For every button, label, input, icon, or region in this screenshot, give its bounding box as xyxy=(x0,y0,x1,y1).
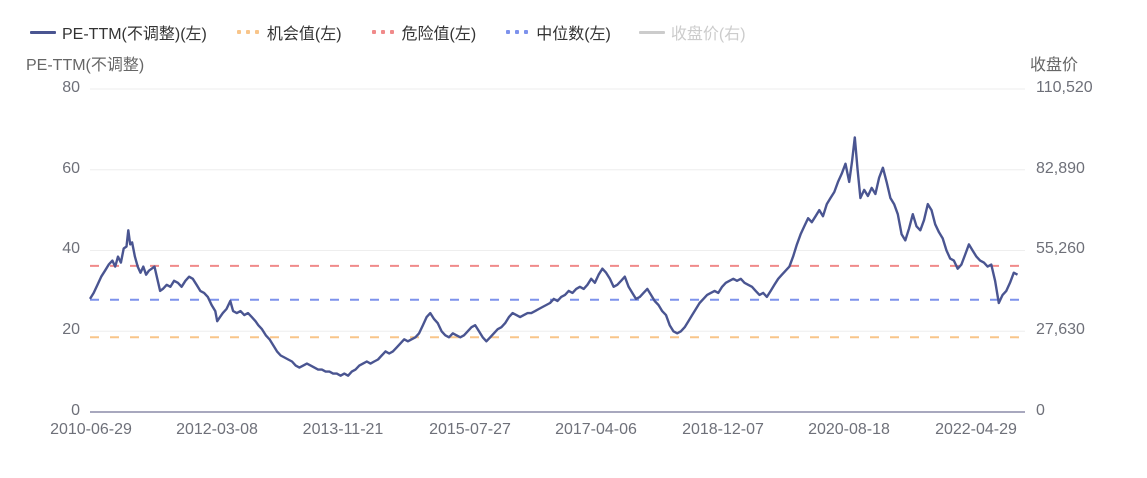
chart-legend: PE-TTM(不调整)(左) 机会值(左) 危险值(左) 中位数(左) 收盘价(… xyxy=(30,20,774,44)
legend-item-median[interactable]: 中位数(左) xyxy=(504,20,611,44)
legend-item-close-price[interactable]: 收盘价(右) xyxy=(638,20,746,44)
y-tick-right: 0 xyxy=(1036,402,1045,419)
x-tick: 2017-04-06 xyxy=(555,421,637,438)
legend-dots-icon xyxy=(504,26,530,38)
left-axis-title: PE-TTM(不调整) xyxy=(26,57,145,74)
x-tick: 2022-04-29 xyxy=(935,421,1017,438)
x-tick: 2013-11-21 xyxy=(302,421,384,438)
y-tick-left: 0 xyxy=(71,402,80,419)
right-axis-title: 收盘价 xyxy=(1030,57,1079,74)
x-tick: 2012-03-08 xyxy=(176,421,258,438)
y-tick-left: 60 xyxy=(62,160,80,177)
legend-item-pe-ttm[interactable]: PE-TTM(不调整)(左) xyxy=(30,20,207,44)
y-tick-left: 40 xyxy=(62,240,80,257)
y-tick-left: 80 xyxy=(62,79,80,96)
y-tick-right: 82,890 xyxy=(1036,160,1085,177)
legend-label: 中位数(左) xyxy=(536,26,611,43)
y-tick-right: 27,630 xyxy=(1036,321,1085,338)
x-tick: 2020-08-18 xyxy=(808,421,890,438)
x-tick: 2010-06-29 xyxy=(50,421,132,438)
grid-lines xyxy=(90,88,1025,332)
legend-item-danger[interactable]: 危险值(左) xyxy=(370,20,477,44)
y-tick-right: 110,520 xyxy=(1036,79,1093,96)
x-tick: 2018-12-07 xyxy=(682,421,764,438)
legend-label: 收盘价(右) xyxy=(670,26,746,43)
legend-label: 危险值(左) xyxy=(401,26,477,43)
x-tick: 2015-07-27 xyxy=(429,421,511,438)
legend-dots-icon xyxy=(235,26,261,38)
legend-label: 机会值(左) xyxy=(266,26,342,43)
legend-line-icon xyxy=(30,26,56,38)
pe-ttm-series-line[interactable] xyxy=(88,136,1019,377)
y-tick-right: 55,260 xyxy=(1036,240,1085,257)
legend-item-opportunity[interactable]: 机会值(左) xyxy=(235,20,342,44)
legend-label: PE-TTM(不调整)(左) xyxy=(62,26,207,43)
y-tick-left: 20 xyxy=(62,321,80,338)
legend-dots-icon xyxy=(370,26,396,38)
legend-line-icon xyxy=(638,26,665,38)
